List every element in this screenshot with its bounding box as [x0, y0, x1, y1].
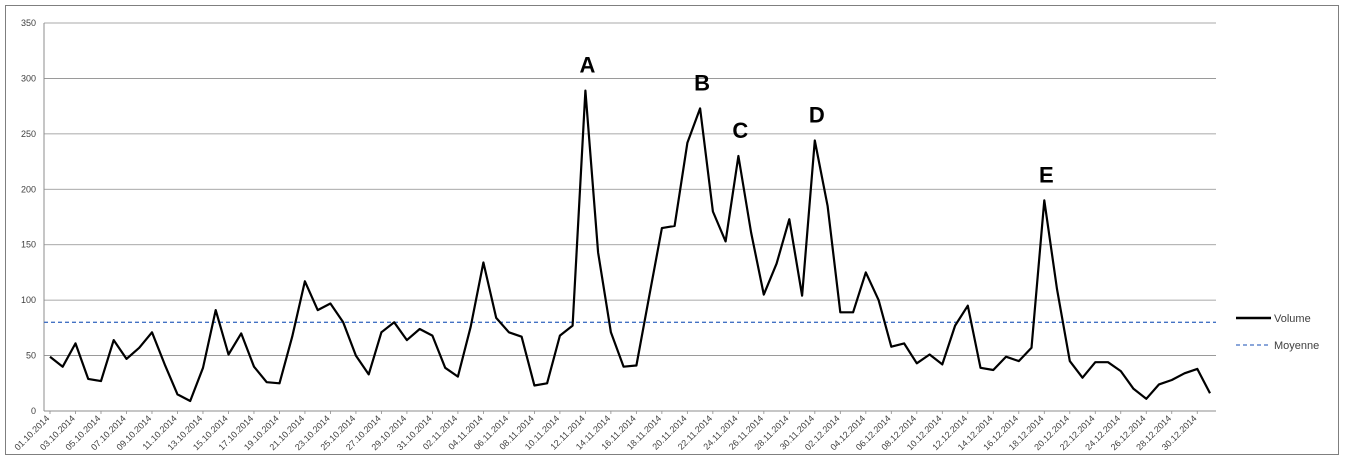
- annotations: A BC D E: [579, 53, 1053, 188]
- annotation-label: A: [579, 53, 595, 78]
- legend-label-volume: Volume: [1274, 313, 1311, 325]
- legend-label-moyenne: Moyenne: [1274, 340, 1319, 352]
- y-tick-label: 150: [21, 240, 36, 250]
- y-tick-label: 250: [21, 129, 36, 139]
- axes: [43, 23, 1216, 414]
- y-tick-label: 0: [31, 406, 36, 416]
- y-tick-label: 300: [21, 73, 36, 83]
- legend: Volume Moyenne: [1236, 313, 1319, 352]
- y-tick-label: 200: [21, 184, 36, 194]
- annotation-label: D: [809, 103, 825, 128]
- series: [44, 89, 1216, 403]
- annotation-label: C: [732, 118, 748, 143]
- series-line-volume: [49, 89, 1211, 403]
- annotation-label: E: [1039, 162, 1054, 187]
- y-tick-label: 50: [26, 351, 36, 361]
- gridlines: [44, 22, 1216, 356]
- y-tick-label: 100: [21, 295, 36, 305]
- y-tick-labels: 0 50 100 150 200 250 300 350: [21, 18, 36, 416]
- x-tick-labels: 01.10.201403.10.201405.10.201407.10.2014…: [12, 413, 1198, 452]
- chart-frame: [5, 5, 1339, 455]
- annotation-label: B: [694, 70, 710, 95]
- y-tick-label: 350: [21, 18, 36, 28]
